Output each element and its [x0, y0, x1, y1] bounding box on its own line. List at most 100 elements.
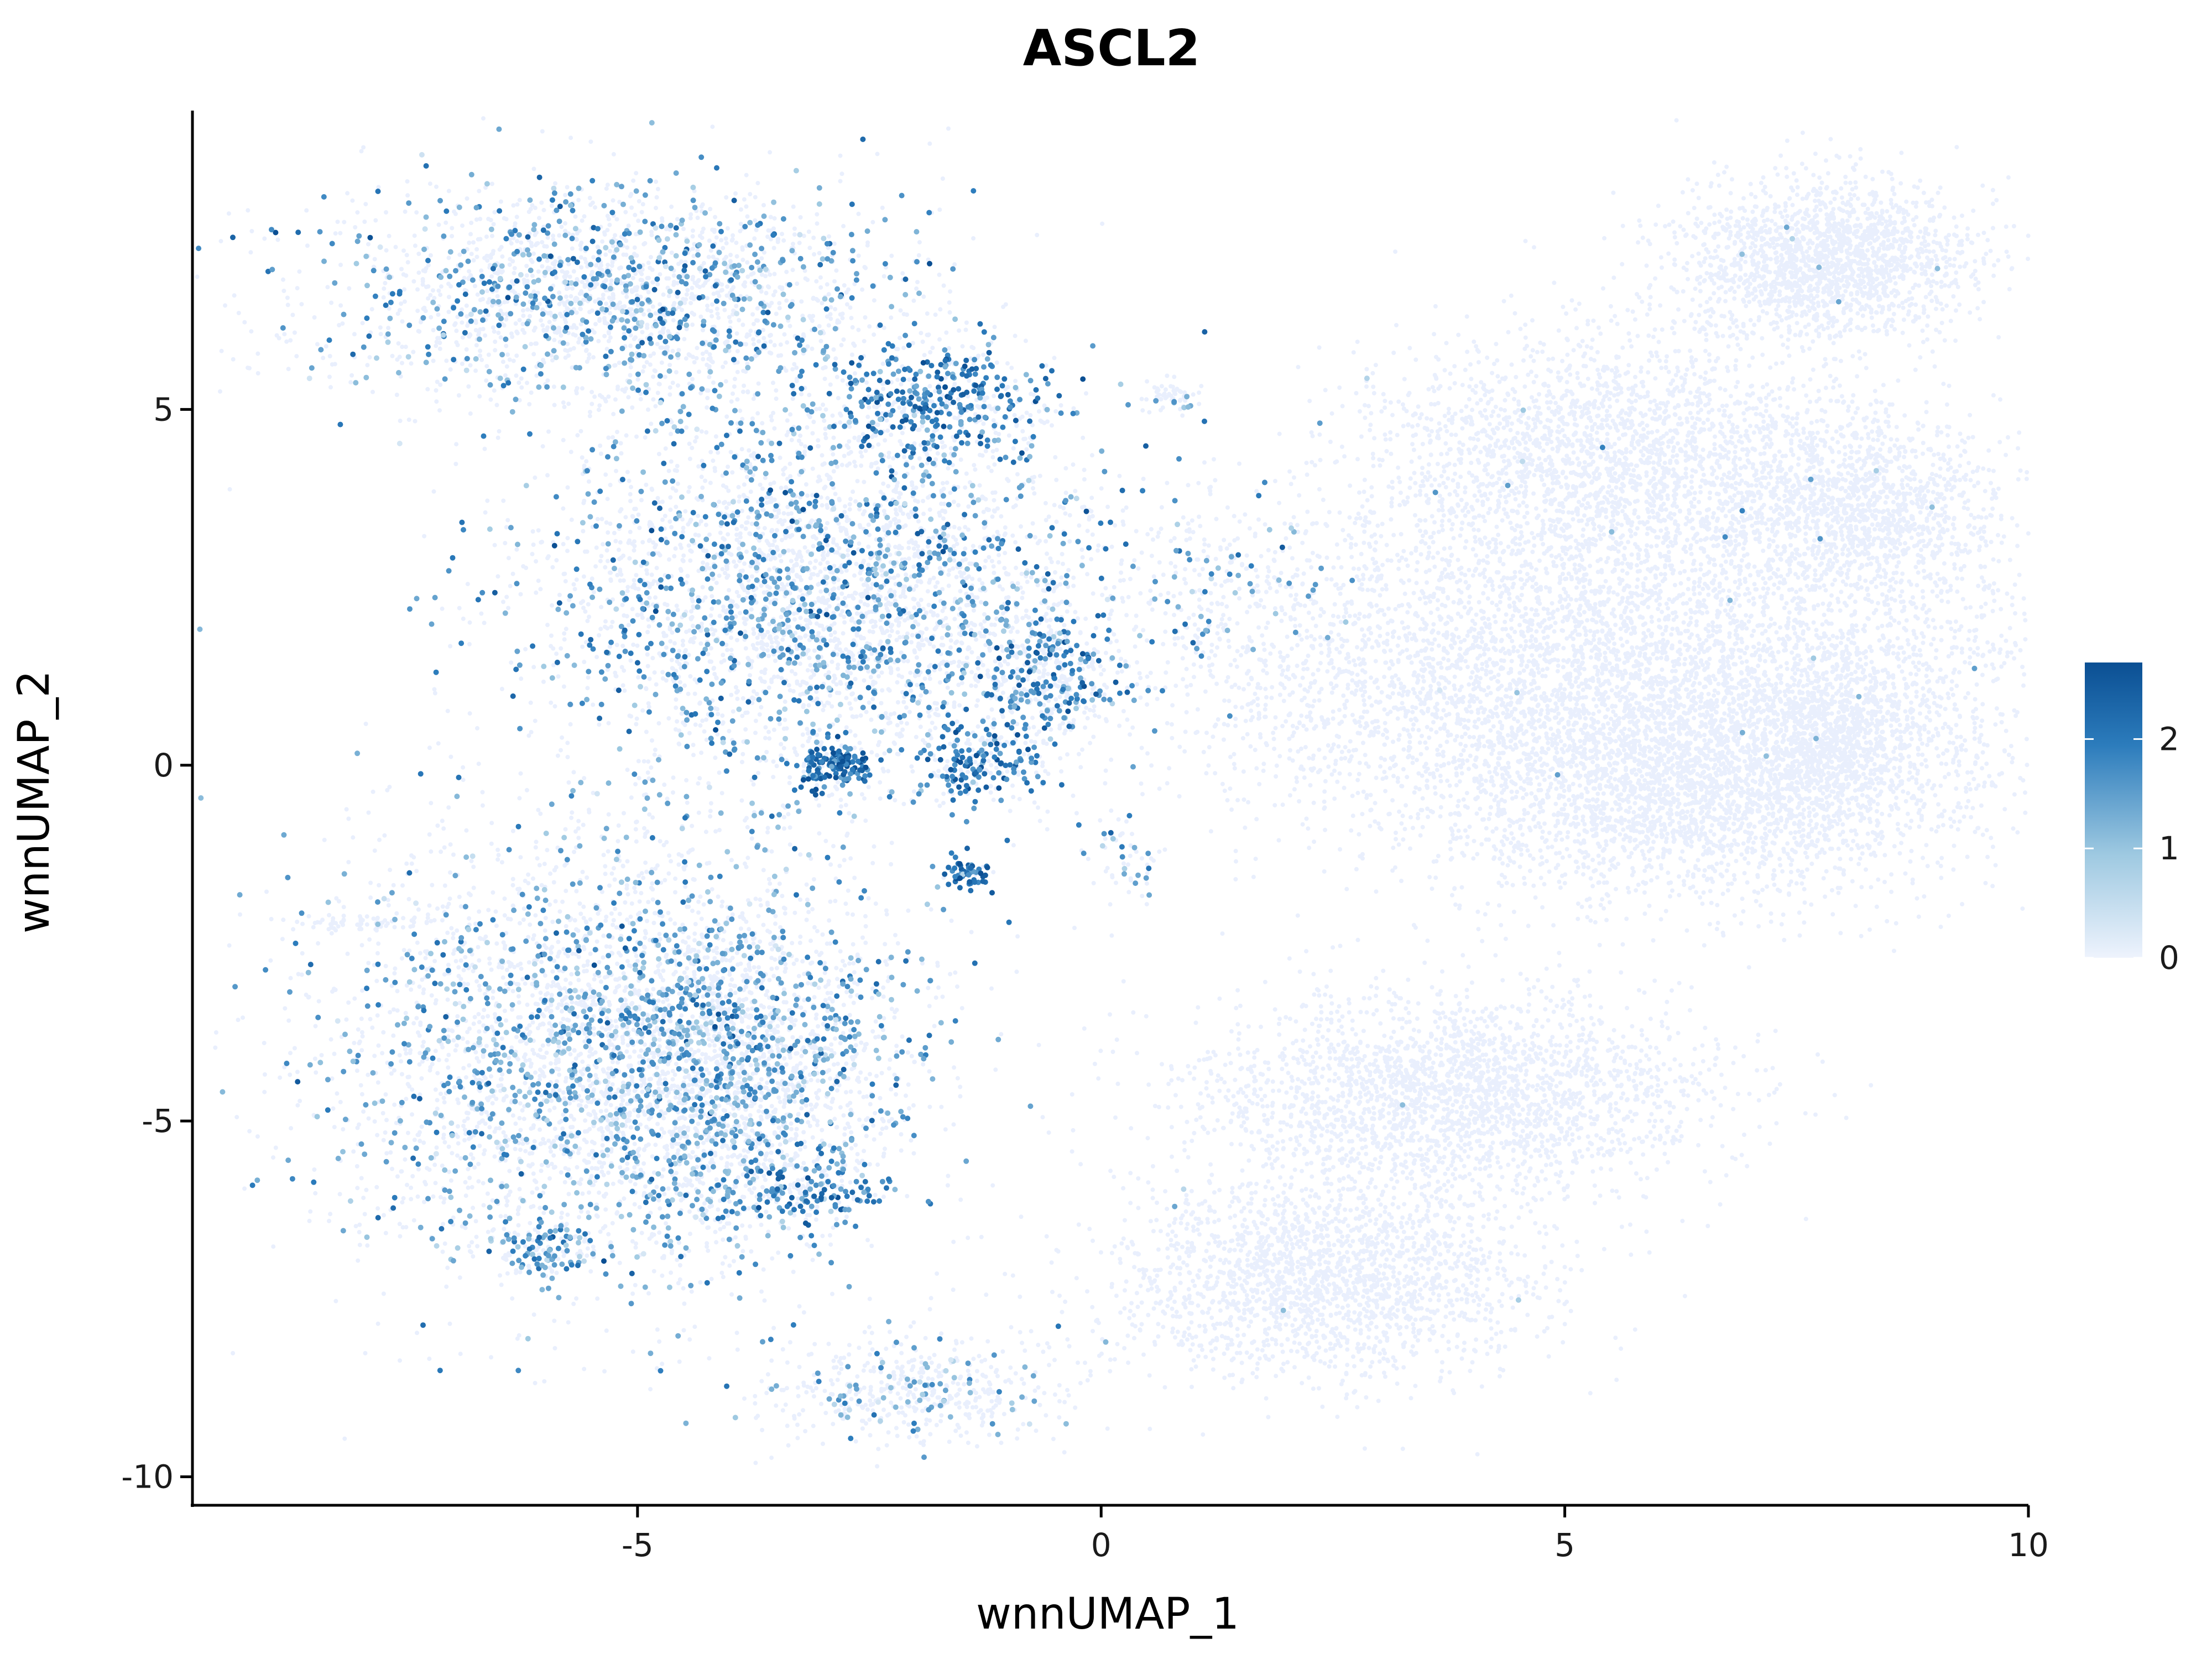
cell-point [639, 612, 644, 617]
cell-point [800, 559, 805, 564]
cell-point [963, 557, 968, 562]
cell-point [745, 520, 750, 525]
cell-point [991, 564, 996, 569]
cell-point [563, 192, 568, 197]
cell-point [595, 517, 600, 521]
cell-point [724, 241, 729, 246]
cell-point [491, 325, 495, 330]
cell-point [489, 181, 494, 186]
cell-point [500, 359, 505, 364]
cell-point [1058, 646, 1063, 651]
cell-point [1084, 705, 1089, 710]
cell-point [577, 228, 582, 233]
cell-point [899, 720, 904, 725]
cell-point [937, 667, 942, 672]
cell-point [879, 627, 884, 632]
cell-point [633, 272, 638, 276]
cell-point [411, 349, 416, 354]
cell-point [776, 508, 781, 513]
cell-point [275, 237, 280, 242]
cell-point [807, 735, 812, 740]
cell-point [536, 578, 541, 583]
cell-point [561, 506, 566, 511]
cell-point [857, 435, 862, 440]
cell-point [832, 586, 837, 591]
cell-point [559, 225, 564, 229]
cell-point [403, 345, 408, 349]
cell-point [798, 215, 803, 220]
cell-point [993, 659, 998, 664]
cell-point [830, 413, 835, 418]
cell-point [466, 384, 471, 389]
cell-point [917, 240, 922, 245]
cell-point [654, 179, 659, 184]
cell-point [762, 526, 767, 531]
cell-point [1061, 721, 1065, 726]
cell-point [958, 457, 963, 462]
cell-point [647, 538, 652, 542]
cell-point [536, 269, 541, 274]
cell-point [685, 288, 690, 293]
cell-point [717, 770, 722, 775]
cell-point [1048, 617, 1053, 622]
cell-point [726, 532, 731, 537]
cell-point [485, 289, 490, 294]
cell-point [771, 380, 775, 385]
cell-point [798, 692, 803, 697]
cell-point [325, 285, 330, 290]
cell-point [816, 444, 821, 448]
cell-point [435, 1098, 440, 1103]
cell-point [982, 612, 987, 617]
cell-point [925, 589, 930, 594]
cell-point [823, 432, 828, 436]
cell-point [630, 607, 635, 612]
cell-point [1080, 505, 1084, 510]
cell-point [888, 602, 893, 607]
cell-point [645, 630, 650, 634]
cell-point [606, 338, 611, 343]
cell-point [927, 580, 932, 585]
cell-point [632, 245, 637, 250]
cell-point [525, 307, 530, 312]
cell-point [997, 560, 1001, 565]
cell-point [885, 428, 890, 433]
cell-point [801, 333, 806, 338]
cell-point [844, 568, 849, 573]
cell-point [1044, 566, 1048, 571]
cell-point [588, 202, 593, 207]
cell-point [660, 517, 665, 522]
cell-point [738, 408, 743, 413]
cell-point [772, 426, 777, 431]
cell-point [580, 279, 585, 284]
cell-point [821, 402, 826, 407]
cell-point [835, 550, 839, 555]
cell-point [748, 489, 753, 494]
cell-point [591, 355, 596, 360]
cell-point [895, 377, 900, 382]
cell-point [844, 696, 849, 701]
cell-point [751, 271, 756, 276]
cell-point [1062, 676, 1067, 681]
cell-point [723, 360, 728, 365]
cell-point [477, 394, 482, 399]
cell-point [549, 633, 554, 638]
cell-point [736, 661, 741, 666]
cell-point [291, 927, 296, 932]
cell-point [862, 796, 867, 801]
cell-point [906, 540, 911, 545]
cell-point [823, 426, 828, 431]
cell-point [605, 321, 610, 326]
cell-point [255, 371, 260, 375]
cell-point [757, 339, 761, 344]
cell-point [909, 764, 914, 769]
cell-point [1048, 727, 1053, 732]
cell-point [758, 482, 763, 487]
cell-point [667, 519, 672, 524]
cell-point [227, 487, 232, 492]
cell-point [841, 631, 846, 636]
cell-point [495, 435, 500, 440]
cell-point [753, 195, 758, 200]
cell-point [691, 624, 696, 628]
cell-point [333, 231, 338, 236]
cell-point [514, 373, 519, 378]
